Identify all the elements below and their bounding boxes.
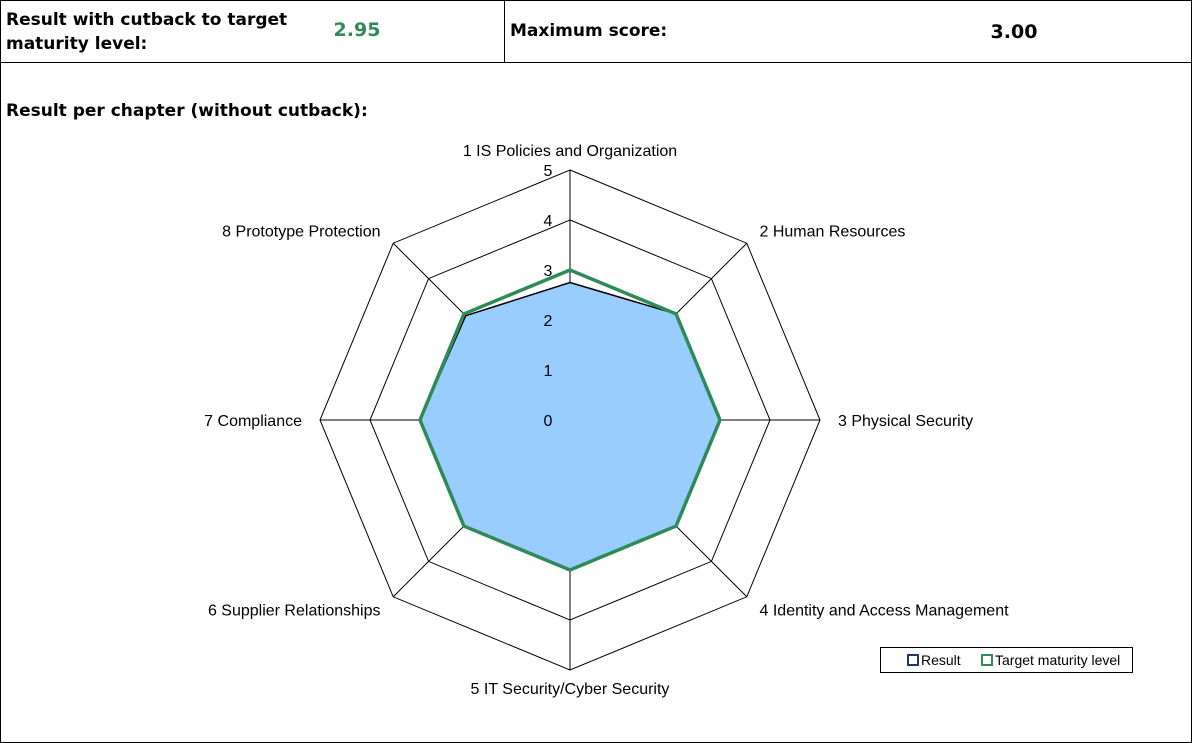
max-score-label: Maximum score: [510, 21, 668, 41]
tick-label-1: 1 [544, 363, 553, 380]
result-label: Result with cutback to target maturity l… [6, 10, 288, 54]
category-label-5: 5 IT Security/Cyber Security [471, 681, 670, 698]
summary-row: Result with cutback to target maturity l… [1, 1, 1191, 63]
tick-label-0: 0 [544, 413, 553, 430]
category-label-6: 6 Supplier Relationships [208, 603, 381, 620]
chart-legend: Result Target maturity level [880, 647, 1133, 673]
category-label-4: 4 Identity and Access Management [760, 603, 1010, 620]
category-label-2: 2 Human Resources [760, 223, 906, 240]
legend-target-label: Target maturity level [995, 652, 1121, 668]
category-label-7: 7 Compliance [204, 413, 302, 430]
tick-label-4: 4 [544, 213, 553, 230]
tick-label-5: 5 [544, 163, 553, 180]
tick-label-2: 2 [544, 313, 553, 330]
category-label-3: 3 Physical Security [838, 413, 973, 430]
max-score-value: 3.00 [990, 21, 1038, 43]
result-cell: Result with cutback to target maturity l… [1, 1, 505, 62]
category-label-1: 1 IS Policies and Organization [463, 143, 677, 160]
tick-label-3: 3 [544, 263, 553, 280]
series-target-line [418, 268, 722, 572]
legend-result-swatch [907, 654, 919, 666]
chapter-heading: Result per chapter (without cutback): [6, 101, 368, 121]
legend-result-label: Result [921, 652, 961, 668]
result-value: 2.95 [333, 19, 381, 41]
category-label-8: 8 Prototype Protection [222, 223, 380, 240]
legend-target-swatch [981, 654, 993, 666]
legend-item-result: Result [907, 652, 961, 668]
legend-item-target: Target maturity level [981, 652, 1120, 668]
